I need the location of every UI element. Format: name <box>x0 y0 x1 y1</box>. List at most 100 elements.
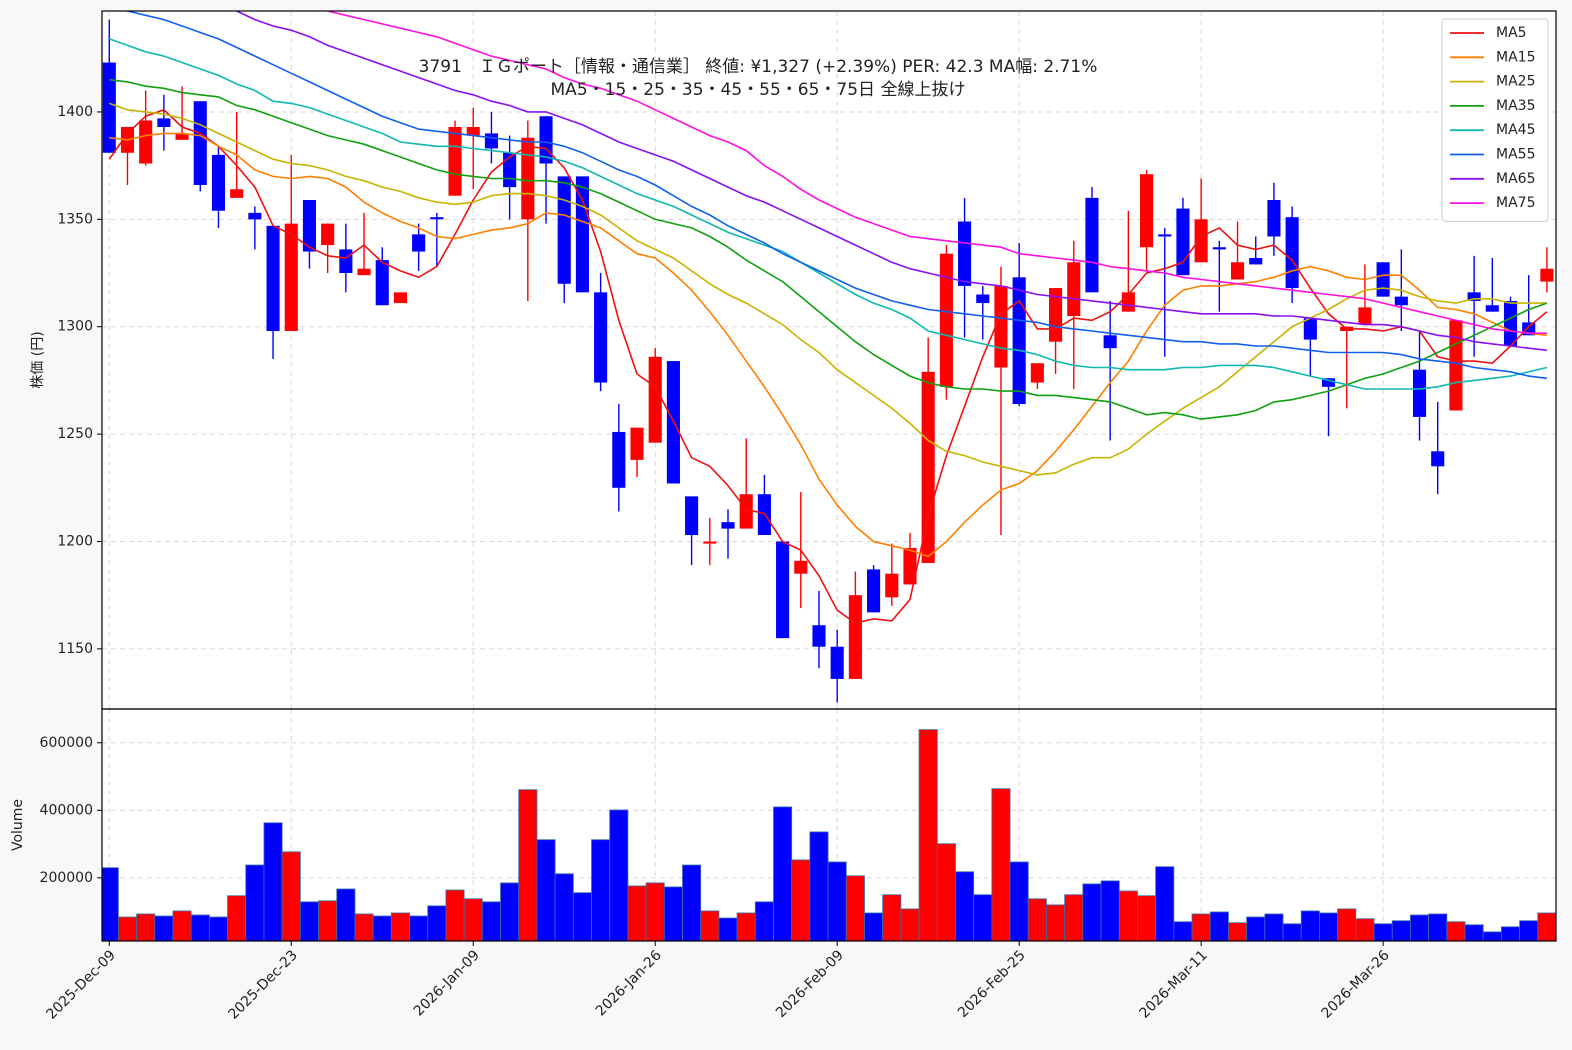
volume-bar <box>427 905 447 941</box>
candle-body <box>812 625 826 647</box>
legend-label: MA55 <box>1496 147 1535 163</box>
volume-bar <box>882 894 902 941</box>
volume-bar <box>554 873 574 941</box>
candle-body <box>466 126 480 136</box>
candle-body <box>102 62 116 153</box>
y-tick-label: 600000 <box>40 735 93 751</box>
candle-body <box>739 494 753 529</box>
volume-bar <box>791 859 811 941</box>
volume-bar <box>1118 890 1138 941</box>
volume-bar <box>1428 913 1448 941</box>
candle-body <box>1139 174 1154 248</box>
volume-bar <box>918 729 938 941</box>
volume-bar <box>973 894 993 941</box>
legend-box <box>1441 18 1549 222</box>
candle-body <box>867 569 881 613</box>
legend-label: MA5 <box>1496 25 1527 41</box>
volume-bar <box>1410 914 1430 941</box>
candle-body <box>1030 363 1044 383</box>
volume-bar <box>663 886 683 941</box>
volume-bar <box>1064 894 1084 941</box>
volume-bar <box>809 831 829 941</box>
x-tick-label: 2025-Dec-23 <box>226 947 301 1022</box>
volume-bar <box>463 898 483 941</box>
volume-bar <box>955 871 975 941</box>
candle-body <box>157 118 171 127</box>
price-panel <box>102 11 1556 709</box>
volume-bar <box>936 843 956 941</box>
volume-bar <box>445 889 465 941</box>
ma-line <box>108 108 1548 624</box>
volume-bar <box>864 912 884 941</box>
candle-body <box>612 431 626 488</box>
candle-body <box>939 253 953 387</box>
volume-bar <box>281 851 301 941</box>
candle-body <box>248 212 262 220</box>
ma-line <box>120 11 1547 380</box>
ma-line <box>324 11 1547 334</box>
volume-bar <box>627 885 647 941</box>
candle-body <box>1176 208 1190 276</box>
volume-bar <box>409 915 429 941</box>
y-tick-label: 400000 <box>40 802 93 818</box>
volume-axis-label: Volume <box>10 799 26 851</box>
volume-frame <box>101 708 1557 942</box>
candle-body <box>885 573 899 598</box>
volume-bar <box>754 901 774 941</box>
candle-body <box>1285 217 1299 289</box>
volume-bar <box>1137 895 1157 941</box>
chart-subtitle: MA5・15・25・35・45・55・65・75日 全線上抜け <box>551 80 966 100</box>
y-tick-label: 1300 <box>57 319 93 335</box>
volume-bar <box>481 901 501 941</box>
volume-bar <box>354 913 374 941</box>
candle-body <box>1449 320 1463 411</box>
legend-label: MA35 <box>1496 98 1535 114</box>
volume-bar <box>1173 921 1193 941</box>
candle-body <box>1103 335 1117 349</box>
legend-label: MA45 <box>1496 122 1535 138</box>
candle-body <box>1485 305 1499 312</box>
candle-body <box>1067 262 1081 316</box>
x-tick-label: 2025-Dec-09 <box>44 947 119 1022</box>
candle-body <box>1394 296 1408 306</box>
candle-body <box>648 356 662 443</box>
candle-body <box>393 292 407 304</box>
volume-bar <box>1100 880 1120 941</box>
volume-bar <box>372 915 392 941</box>
candle-body <box>575 176 589 293</box>
y-tick-label: 1250 <box>57 426 93 442</box>
volume-bar <box>991 788 1011 941</box>
volume-bar <box>390 912 410 941</box>
volume-bar <box>536 839 556 941</box>
candle-body <box>484 133 498 149</box>
candle-body <box>1321 378 1336 387</box>
volume-bar <box>1228 922 1248 941</box>
candle-body <box>1212 247 1226 250</box>
candle-body <box>685 496 699 536</box>
candle-body <box>1085 197 1099 293</box>
volume-bar <box>117 916 137 941</box>
volume-bar <box>518 789 538 941</box>
volume-bar <box>1319 912 1339 941</box>
volume-bar <box>1337 908 1357 941</box>
candle-body <box>921 371 935 563</box>
volume-bar <box>190 914 210 941</box>
candle-body <box>1467 292 1481 301</box>
candle-body <box>1431 451 1445 467</box>
volume-bar <box>1391 920 1411 941</box>
volume-bar <box>136 913 156 941</box>
candle-body <box>375 260 389 306</box>
volume-bar <box>336 888 356 941</box>
candle-body <box>284 223 298 332</box>
y-tick-label: 1200 <box>57 533 93 549</box>
ma-line <box>109 38 1548 390</box>
x-tick-label: 2026-Jan-26 <box>593 947 665 1019</box>
candle-body <box>1303 318 1317 340</box>
candle-body <box>1358 307 1372 325</box>
volume-bar <box>1355 918 1375 941</box>
candle-body <box>794 560 808 574</box>
volume-bar <box>1009 861 1029 941</box>
candle-body <box>848 595 862 679</box>
candle-body <box>830 646 844 679</box>
